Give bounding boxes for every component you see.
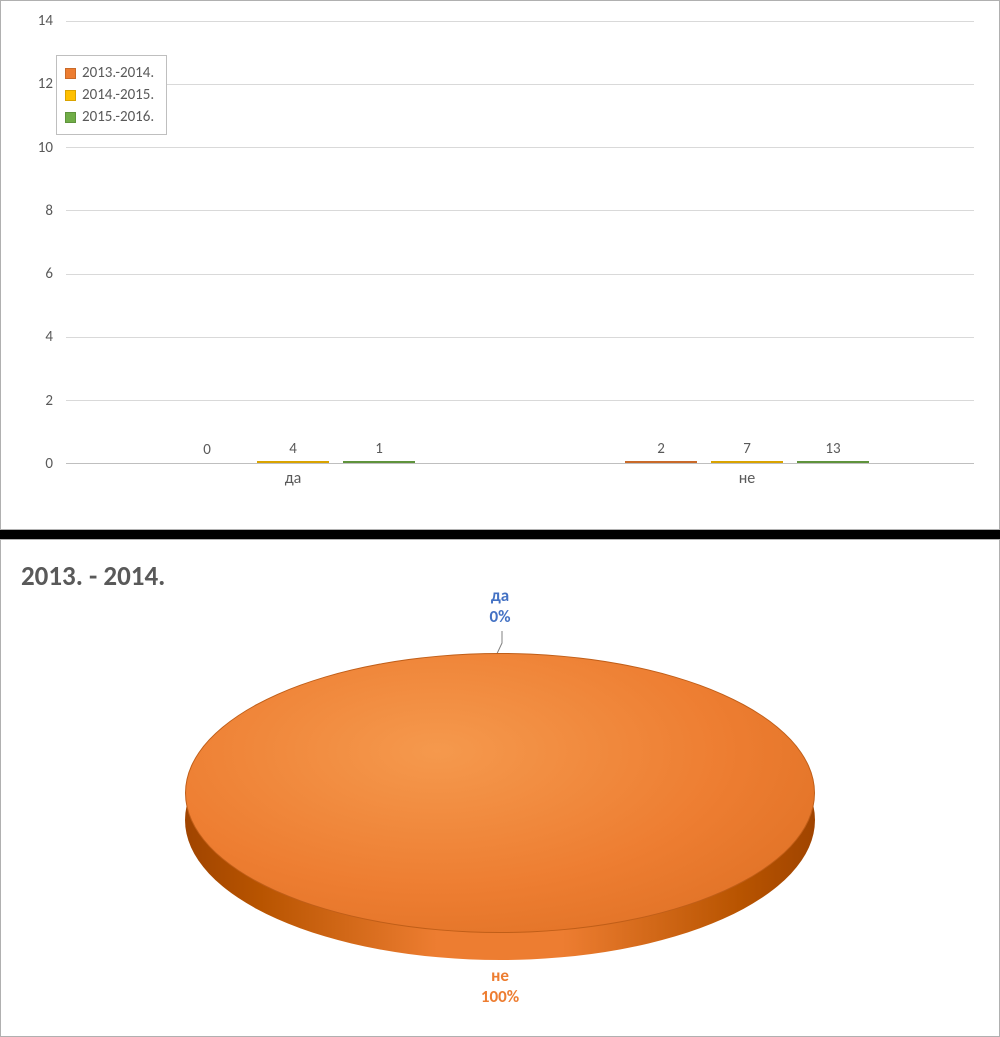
x-axis-labels: да не (66, 469, 974, 494)
pie-label-da-pct: 0% (489, 606, 510, 627)
y-tick-label: 0 (45, 455, 53, 473)
pie-label-da-name: да (489, 585, 510, 606)
legend-label: 2014.-2015. (82, 86, 154, 104)
pie-top (185, 653, 815, 933)
pie-label-da: да 0% (489, 585, 510, 628)
plot-area: 0 4 1 2 7 13 (66, 21, 974, 464)
panel-divider (0, 530, 1000, 539)
legend-swatch (65, 112, 76, 123)
y-tick-label: 4 (45, 328, 53, 346)
bar-chart: 02468101214 0412713 дане 2013.-2014.2014… (21, 21, 979, 519)
y-tick-label: 8 (45, 202, 53, 220)
pie-chart: да 0% не 100% (21, 593, 979, 1009)
bar-value-label: 1 (375, 440, 383, 458)
bar-value-label: 0 (203, 441, 211, 459)
y-tick-label: 14 (38, 12, 53, 30)
grid-line (66, 147, 974, 148)
bar-value-label: 2 (657, 440, 665, 458)
grid-line (66, 337, 974, 338)
legend-label: 2013.-2014. (82, 64, 154, 82)
legend-swatch (65, 90, 76, 101)
y-tick-label: 6 (45, 265, 53, 283)
bar: 13 (797, 461, 869, 463)
pie-3d (185, 653, 815, 933)
grid-line (66, 210, 974, 211)
bar-group: 2 7 13 (625, 461, 869, 463)
grid-line (66, 400, 974, 401)
bar: 7 (711, 461, 783, 463)
legend-swatch (65, 68, 76, 79)
legend-item: 2015.-2016. (65, 106, 154, 128)
y-tick-label: 2 (45, 392, 53, 410)
bar-value-label: 13 (825, 440, 840, 458)
y-tick-label: 10 (38, 139, 53, 157)
bar-chart-panel: 02468101214 0412713 дане 2013.-2014.2014… (0, 0, 1000, 530)
x-tick-label: не (739, 469, 756, 488)
legend-label: 2015.-2016. (82, 108, 154, 126)
legend-item: 2013.-2014. (65, 62, 154, 84)
bar-value-label: 4 (289, 440, 297, 458)
grid-line (66, 21, 974, 22)
bar: 4 (257, 461, 329, 463)
x-tick-label: да (285, 469, 302, 488)
pie-label-ne: не 100% (481, 965, 519, 1008)
pie-label-ne-pct: 100% (481, 986, 519, 1007)
legend-item: 2014.-2015. (65, 84, 154, 106)
pie-label-ne-name: не (481, 965, 519, 986)
bar-value-label: 7 (743, 440, 751, 458)
legend: 2013.-2014. 2014.-2015. 2015.-2016. (56, 55, 167, 135)
bar-group: 041 (171, 461, 415, 463)
grid-line (66, 84, 974, 85)
pie-chart-panel: 2013. - 2014. да 0% не 100% (0, 539, 1000, 1037)
bar: 2 (625, 461, 697, 463)
y-tick-label: 12 (38, 75, 53, 93)
y-axis: 02468101214 (21, 21, 61, 464)
bar: 1 (343, 461, 415, 463)
grid-line (66, 274, 974, 275)
